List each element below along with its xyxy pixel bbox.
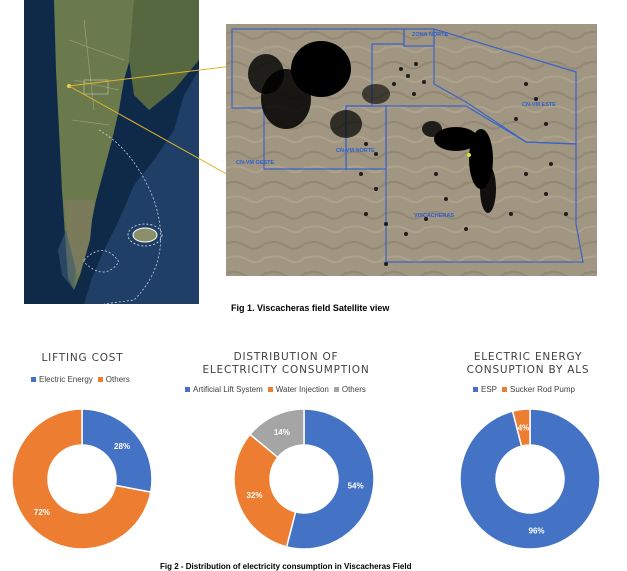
legend-label: Water Injection bbox=[275, 385, 329, 394]
legend-label: ESP bbox=[481, 385, 498, 394]
legend-swatch bbox=[185, 387, 190, 392]
legend-label: Electric Energy bbox=[39, 375, 93, 384]
electricity-distribution-donut-chart: 54% 32% 14% bbox=[233, 408, 375, 550]
donut-slice-others bbox=[249, 408, 305, 459]
south-america-satellite-map bbox=[24, 0, 199, 304]
donut-slice-esp bbox=[459, 408, 601, 550]
legend-label: Artificial Lift System bbox=[193, 385, 263, 394]
data-label: 54% bbox=[348, 482, 364, 491]
lifting-cost-donut-chart: 28% 72% bbox=[11, 408, 153, 550]
legend-swatch bbox=[473, 387, 478, 392]
data-label: 96% bbox=[529, 527, 545, 536]
data-label: 14% bbox=[274, 428, 290, 437]
legend-label: Others bbox=[105, 375, 130, 384]
donut-slice-sucker-rod-pump bbox=[511, 408, 531, 447]
legend-swatch bbox=[97, 377, 103, 382]
figure-2-caption: Fig 2 - Distribution of electricity cons… bbox=[160, 562, 412, 571]
map-label-cn-vm-este: CN-VM ESTE bbox=[522, 102, 556, 108]
map-label-cn-vm-norte: CN-VM NORTE bbox=[336, 148, 375, 154]
legend-label: Sucker Rod Pump bbox=[510, 385, 575, 394]
data-label: 28% bbox=[114, 442, 130, 451]
chart-1-legend: Electric Energy Others bbox=[31, 375, 135, 384]
figure-1-caption: Fig 1. Viscacheras field Satellite view bbox=[231, 303, 390, 313]
chart-2-title: DISTRIBUTION OF ELECTRICITY CONSUMPTION bbox=[202, 351, 370, 376]
als-energy-donut-chart: 96% 4% bbox=[459, 408, 601, 550]
data-label: 72% bbox=[34, 508, 50, 517]
legend-swatch bbox=[502, 387, 508, 392]
donut-slice-others bbox=[11, 408, 152, 550]
donut-slice-electric-energy bbox=[81, 408, 153, 493]
chart-1-title: LIFTING COST bbox=[41, 352, 124, 364]
legend-swatch bbox=[333, 387, 339, 392]
donut-slice-water-injection bbox=[233, 433, 297, 548]
legend-swatch bbox=[31, 377, 36, 382]
chart-3-title: ELECTRIC ENERGY CONSUPTION BY ALS bbox=[466, 351, 590, 376]
donut-slice-artificial-lift-system bbox=[285, 408, 375, 550]
data-label: 4% bbox=[518, 423, 530, 432]
chart-2-legend: Artificial Lift System Water Injection O… bbox=[185, 385, 371, 394]
map-label-zona-norte: ZONA NORTE bbox=[412, 32, 448, 38]
map-label-viscacheras: VISCACHERAS bbox=[414, 213, 454, 219]
data-label: 32% bbox=[247, 491, 263, 500]
legend-label: Others bbox=[341, 385, 366, 394]
viscacheras-field-satellite-map: ZONA NORTE CN-VM ESTE CN-VM NORTE VISCAC… bbox=[226, 24, 597, 276]
legend-swatch bbox=[267, 387, 273, 392]
chart-3-legend: ESP Sucker Rod Pump bbox=[473, 385, 580, 394]
map-label-cn-vm-oeste: CN-VM OESTE bbox=[236, 160, 275, 166]
